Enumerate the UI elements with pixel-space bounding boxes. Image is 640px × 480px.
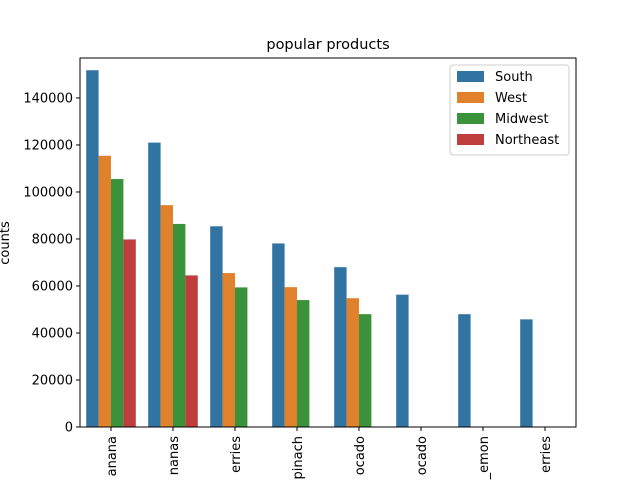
x-tick-label: ocado <box>353 436 368 475</box>
legend-swatch-northeast <box>457 134 484 145</box>
bar-midwest-0 <box>111 179 124 427</box>
y-tick-label: 140000 <box>23 91 73 106</box>
bar-south-7 <box>520 319 533 427</box>
legend-label-west: West <box>495 91 527 106</box>
x-tick-label: ocado <box>415 436 430 475</box>
bars <box>86 70 533 428</box>
y-tick-label: 0 <box>65 421 73 436</box>
legend-swatch-south <box>457 71 484 82</box>
bar-south-3 <box>272 243 285 427</box>
bar-northeast-1 <box>185 275 198 427</box>
bar-west-4 <box>346 298 359 427</box>
x-tick-label: _emon <box>477 436 492 480</box>
bar-west-0 <box>98 155 111 427</box>
x-axis: anana nanas erries pinach ocado ocado _emon err… <box>105 427 554 480</box>
bar-south-5 <box>396 294 409 427</box>
bar-midwest-4 <box>359 314 372 427</box>
plot-frame <box>79 57 577 428</box>
legend-swatch-west <box>457 92 484 103</box>
axes-frame <box>79 57 577 428</box>
legend-label-northeast: Northeast <box>495 133 559 148</box>
y-tick-label: 20000 <box>32 373 73 388</box>
y-tick-label: 40000 <box>32 326 73 341</box>
bar-west-2 <box>222 273 235 427</box>
y-tick-label: 60000 <box>32 279 73 294</box>
bar-midwest-1 <box>173 223 186 427</box>
bar-south-2 <box>210 226 223 427</box>
bar-south-1 <box>148 142 161 428</box>
legend-swatch-midwest <box>457 113 484 124</box>
y-tick-label: 80000 <box>32 232 73 247</box>
chart-title: popular products <box>266 37 389 53</box>
bar-west-1 <box>160 205 173 427</box>
bar-south-4 <box>334 267 347 427</box>
y-tick-label: 120000 <box>23 138 73 153</box>
x-tick-label: erries <box>539 436 554 473</box>
bar-south-6 <box>458 314 471 427</box>
bar-midwest-2 <box>235 287 248 427</box>
x-tick-label: nanas <box>167 436 182 475</box>
bar-midwest-3 <box>297 300 310 427</box>
bar-south-0 <box>86 70 99 428</box>
bar-northeast-0 <box>123 239 136 427</box>
y-axis: 0 20000 40000 60000 80000 100000 120000 140000 <box>23 91 80 436</box>
y-axis-label: counts <box>0 221 13 265</box>
legend: South West Midwest Northeast <box>449 64 570 156</box>
legend-box <box>449 64 570 156</box>
x-tick-label: erries <box>229 436 244 473</box>
y-tick-label: 100000 <box>23 185 73 200</box>
legend-label-midwest: Midwest <box>495 112 549 127</box>
x-tick-label: pinach <box>291 436 306 479</box>
legend-label-south: South <box>495 70 533 85</box>
bar-west-3 <box>284 287 297 427</box>
x-tick-label: anana <box>105 436 120 476</box>
